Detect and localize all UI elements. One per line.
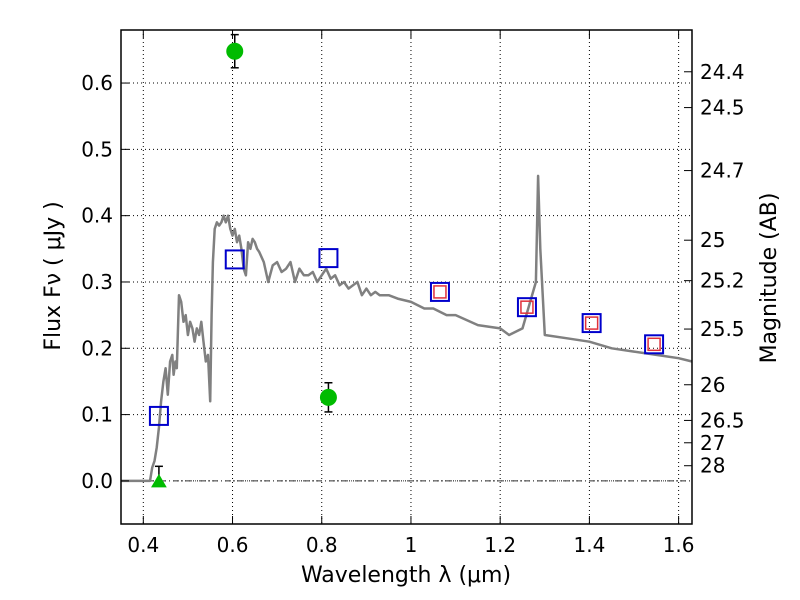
mag-tick-label-3: 25 [700,228,725,252]
y-tick-label-0: 0.0 [81,469,113,493]
mag-tick-label-0: 24.4 [700,60,745,84]
y-tick-label-2: 0.2 [81,336,113,360]
photometry-square-3 [429,281,450,302]
x-axis-label: Wavelength λ (μm) [301,563,511,588]
x-tick-label-5: 1.4 [573,533,605,557]
y2-axis-label: Magnitude (AB) [757,193,782,364]
mag-tick-label-8: 27 [700,431,725,455]
series-layer [121,33,693,488]
mag-tick-label-4: 25.2 [700,269,745,293]
model-bandpass-square-2 [584,316,599,330]
photometry-square-4 [516,297,537,318]
mag-tick-label-7: 26.5 [700,408,745,432]
frame-layer [120,29,693,525]
observed-point-0 [226,42,244,60]
y-tick-label-5: 0.5 [81,137,113,161]
photometry-square-1 [224,249,245,270]
photometry-square-2 [318,248,339,269]
mag-tick-label-6: 26 [700,373,725,397]
x-tick-label-4: 1.2 [484,533,516,557]
x-tick-label-2: 0.8 [306,533,338,557]
y-tick-label-1: 0.1 [81,403,113,427]
model-spectrum-line [121,174,693,483]
model-bandpass-square-0 [433,285,447,299]
photometry-square-0 [148,405,169,426]
mag-tick-label-5: 25.5 [700,317,745,341]
y-axis-label: Flux Fν ( μJy ) [41,201,66,350]
model-bandpass-square-1 [520,300,534,314]
x-tick-label-6: 1.6 [663,533,695,557]
x-tick-label-3: 1 [405,533,418,557]
upper-limit-triangle-0 [151,473,167,488]
mag-tick-label-9: 28 [700,454,725,478]
photometry-square-5 [581,313,602,334]
ticks-layer: 0.4 0.6 0.8 1 1.2 1.4 1.6 0.0 0.1 0.2 0.3 0.4 0.5 0.6… [81,30,745,557]
x-tick-label-0: 0.4 [127,533,159,557]
mag-tick-label-1: 24.5 [700,96,745,120]
photometry-square-6 [644,334,665,355]
model-bandpass-square-3 [647,337,661,352]
plot-frame [120,29,693,525]
y-tick-label-3: 0.3 [81,270,113,294]
y-tick-label-6: 0.6 [81,71,113,95]
y-tick-label-4: 0.4 [81,204,113,228]
observed-point-1 [319,388,337,406]
x-tick-label-1: 0.6 [217,533,249,557]
mag-tick-label-2: 24.7 [700,159,745,183]
